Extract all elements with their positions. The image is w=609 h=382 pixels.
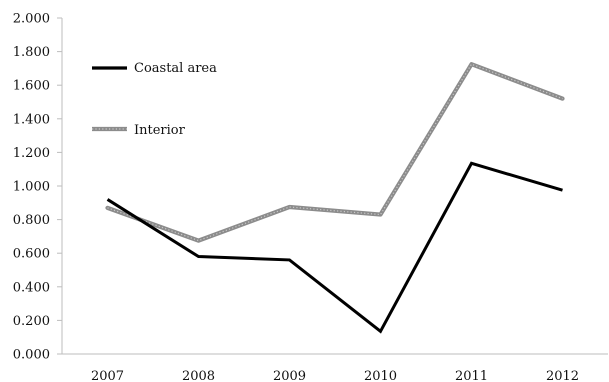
y-tick-label: 0.400 [13, 280, 50, 295]
legend: Coastal area Interior [92, 61, 217, 138]
x-tick-label: 2007 [91, 369, 124, 382]
x-tick-label: 2008 [182, 369, 215, 382]
series-line-interior [105, 62, 565, 243]
series-line-coastal-area [106, 161, 563, 334]
y-tick-label: 1.600 [13, 79, 50, 94]
y-tick-label: 0.200 [13, 314, 50, 329]
y-axis-tick-labels: 0.000 0.200 0.400 0.600 0.800 1.000 1.200 1.400… [13, 12, 62, 363]
y-tick-label: 1.400 [13, 112, 50, 127]
legend-label-coastal-area: Coastal area [134, 61, 217, 76]
y-tick-label: 0.600 [13, 247, 50, 262]
y-tick-label: 1.200 [13, 146, 50, 161]
y-tick-label: 0.000 [13, 348, 50, 363]
x-tick-label: 2009 [273, 369, 306, 382]
y-tick-label: 1.800 [13, 45, 50, 60]
series-lines [105, 62, 565, 334]
x-tick-label: 2012 [546, 369, 579, 382]
legend-item-interior: Interior [92, 123, 186, 138]
x-tick-label: 2011 [455, 369, 488, 382]
y-tick-label: 0.800 [13, 213, 50, 228]
series-line-texture-interior [107, 63, 563, 242]
y-tick-label: 1.000 [13, 180, 50, 195]
legend-label-interior: Interior [134, 123, 186, 138]
legend-item-coastal-area: Coastal area [92, 61, 217, 76]
y-tick-label: 2.000 [13, 12, 50, 27]
x-tick-label: 2010 [364, 369, 397, 382]
x-axis-tick-labels: 2007 2008 2009 2010 2011 2012 [91, 369, 579, 382]
